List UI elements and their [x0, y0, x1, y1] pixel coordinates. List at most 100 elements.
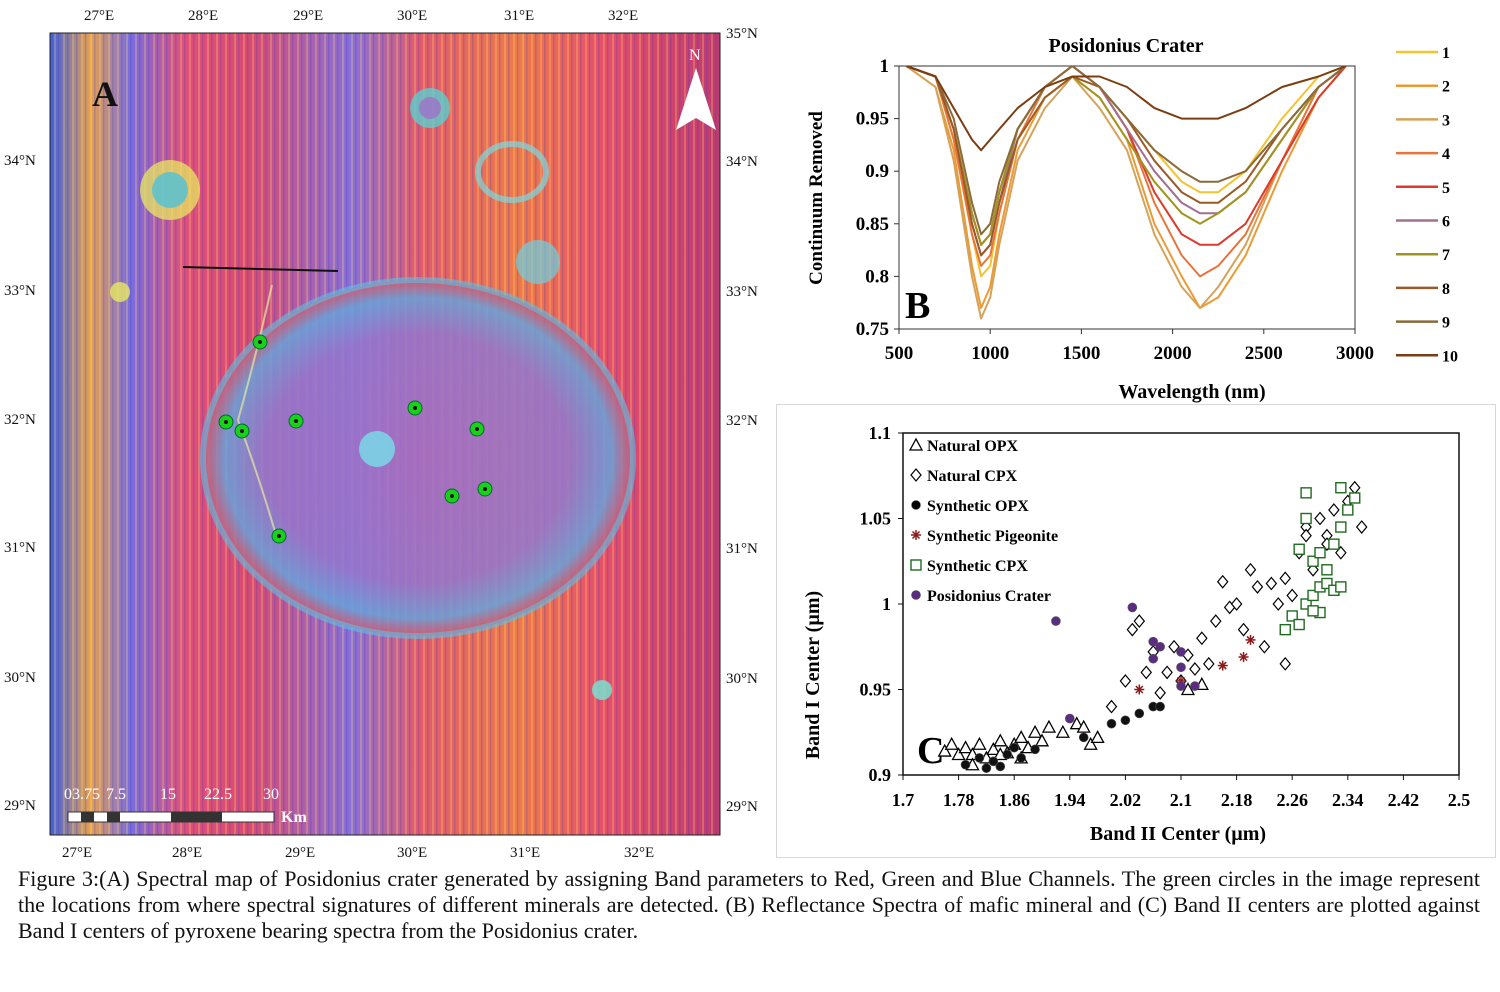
svg-text:30°N: 30°N [4, 670, 36, 686]
point-natural-cpx [1230, 597, 1243, 611]
point-natural-cpx [1244, 562, 1257, 577]
band-center-scatter: Band II Center (µm) Band I Center (µm) C… [802, 423, 1471, 845]
point-natural-cpx [1286, 588, 1298, 603]
spectra-line-chart: Posidonius Crater Wavelength (nm) Contin… [806, 35, 1458, 403]
svg-text:29°E: 29°E [293, 8, 323, 24]
point-natural-opx [1083, 736, 1098, 750]
svg-text:34°N: 34°N [726, 154, 758, 170]
legend-label-synthetic-pigeonite: Synthetic Pigeonite [927, 528, 1058, 545]
point-natural-opx [1041, 719, 1057, 733]
point-posidonius-crater [1064, 713, 1075, 724]
posidonius-crater-floor [203, 280, 633, 636]
point-natural-opx [1034, 733, 1050, 747]
point-natural-opx [951, 747, 966, 761]
point-posidonius-crater [1051, 616, 1061, 626]
point-natural-opx [972, 736, 987, 750]
scale-label: 30 [263, 786, 279, 803]
y-tick-label: 0.75 [856, 319, 889, 340]
svg-text:34°N: 34°N [4, 153, 36, 169]
point-natural-opx [986, 741, 1001, 756]
point-natural-cpx [1279, 571, 1292, 586]
north-label: N [689, 47, 701, 64]
point-posidonius-crater [1176, 662, 1186, 673]
point-natural-cpx [1154, 685, 1166, 700]
point-natural-cpx [1265, 576, 1278, 591]
scale-label: 7.5 [106, 786, 126, 803]
spectral-map-figure: A N 27°E 28°E 29°E 30°E 31°E 32°E [4, 8, 758, 861]
point-synthetic-cpx [1307, 555, 1319, 567]
point-natural-cpx [1300, 528, 1312, 543]
x-tick-label: 1.78 [943, 790, 975, 810]
x-tick-label: 2000 [1154, 343, 1192, 364]
legend-label-synthetic-cpx: Synthetic CPX [927, 558, 1028, 575]
scale-label: 22.5 [204, 786, 232, 803]
svg-text:31°E: 31°E [504, 8, 534, 24]
profile-line [182, 266, 339, 272]
x-tick-label: 2.02 [1110, 790, 1142, 810]
legend-label-8: 8 [1442, 281, 1450, 298]
point-synthetic-cpx [1335, 581, 1347, 593]
point-synthetic-cpx [1321, 577, 1333, 590]
point-natural-cpx [1203, 656, 1215, 671]
point-natural-cpx [1140, 665, 1153, 680]
series-line-1 [905, 66, 1347, 278]
svg-text:27°E: 27°E [84, 8, 114, 24]
svg-text:27°E: 27°E [62, 845, 92, 860]
y-tick-label: 1 [882, 594, 891, 614]
point-natural-cpx [1258, 639, 1271, 654]
x-tick-label: 3000 [1336, 343, 1374, 364]
chart-b-title: Posidonius Crater [1049, 35, 1204, 57]
y-tick-label: 1 [880, 56, 890, 77]
point-natural-cpx [1105, 699, 1118, 714]
svg-text:32°E: 32°E [608, 8, 638, 24]
svg-text:35°N: 35°N [726, 26, 758, 42]
svg-text:30°N: 30°N [726, 671, 758, 687]
point-natural-cpx [1279, 656, 1292, 671]
point-synthetic-opx [974, 753, 985, 763]
point-posidonius-crater [1176, 647, 1186, 657]
point-natural-cpx [1126, 622, 1139, 637]
point-natural-cpx [1272, 597, 1285, 611]
x-tick-label: 1.94 [1054, 790, 1086, 810]
legend-label-10: 10 [1442, 348, 1458, 365]
legend-marker-synthetic-opx [911, 500, 921, 510]
legend-label-5: 5 [1442, 180, 1450, 197]
point-natural-opx [993, 733, 1008, 747]
point-posidonius-crater [1176, 681, 1186, 691]
series-line-5 [905, 66, 1347, 246]
point-synthetic-cpx [1328, 538, 1340, 550]
svg-text:33°N: 33°N [726, 284, 758, 300]
legend-label-3: 3 [1442, 112, 1450, 129]
lon-labels-bottom: 27°E 28°E 29°E 30°E 31°E 32°E [62, 845, 654, 861]
point-synthetic-cpx [1300, 598, 1312, 610]
svg-text:28°E: 28°E [172, 845, 202, 860]
point-synthetic-cpx [1300, 512, 1312, 525]
point-natural-opx [1090, 730, 1105, 744]
svg-text:32°E: 32°E [624, 845, 654, 860]
chart-c-xlabel: Band II Center (µm) [1090, 823, 1266, 845]
point-natural-opx [1076, 719, 1091, 733]
x-tick-label: 2.1 [1170, 790, 1193, 810]
point-synthetic-cpx [1335, 482, 1347, 494]
point-natural-opx [1027, 724, 1043, 738]
legend-marker-natural-opx [908, 437, 924, 451]
chart-b-xlabel: Wavelength (nm) [1118, 381, 1265, 403]
point-synthetic-pigeonite [1217, 660, 1228, 671]
x-tick-label: 2.18 [1221, 790, 1253, 810]
legend-marker-synthetic-pigeonite [911, 530, 921, 540]
lat-labels-left: 34°N 33°N 32°N 31°N 30°N 29°N [4, 153, 36, 814]
y-tick-label: 0.95 [860, 680, 892, 700]
figure-caption: Figure 3:(A) Spectral map of Posidonius … [18, 866, 1480, 943]
x-tick-label: 2.34 [1332, 790, 1364, 810]
point-synthetic-cpx [1279, 623, 1291, 636]
legend-label-posidonius-crater: Posidonius Crater [927, 588, 1051, 605]
svg-text:30°E: 30°E [397, 8, 427, 24]
point-synthetic-pigeonite [1134, 684, 1145, 695]
svg-text:31°N: 31°N [4, 540, 36, 556]
svg-text:33°N: 33°N [4, 283, 36, 299]
series-line-7 [905, 66, 1347, 246]
svg-text:32°N: 32°N [726, 413, 758, 429]
point-synthetic-cpx [1314, 546, 1326, 559]
x-tick-label: 2.5 [1448, 790, 1471, 810]
svg-text:29°E: 29°E [285, 845, 315, 860]
